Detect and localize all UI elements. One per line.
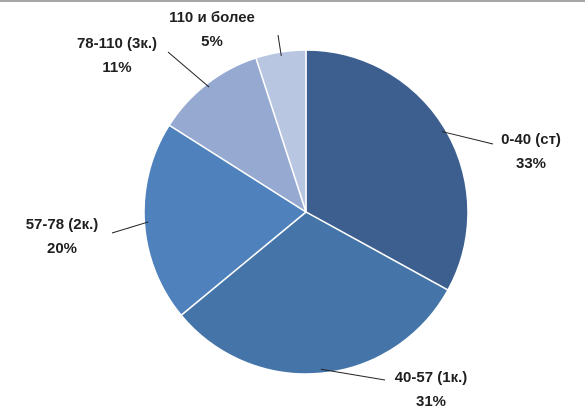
slice-value-label: 11% (102, 59, 131, 76)
slice-value-label: 31% (416, 393, 446, 410)
leader-line (111, 221, 149, 234)
slice-category-label: 78-110 (3к.) (77, 35, 157, 52)
slice-category-label: 0-40 (ст) (501, 131, 561, 148)
pie-slice (305, 49, 469, 292)
pie-slice (143, 124, 308, 317)
slice-category-label: 110 и более (169, 9, 255, 26)
slice-value-label: 5% (201, 33, 223, 50)
leader-line (167, 51, 210, 88)
leader-line (277, 34, 282, 57)
slice-value-label: 33% (516, 155, 546, 172)
slice-value-label: 20% (47, 240, 77, 257)
leader-line (441, 131, 494, 145)
leader-line (320, 368, 386, 381)
pie-slice (180, 211, 449, 375)
slice-category-label: 40-57 (1к.) (395, 369, 468, 386)
slice-category-label: 57-78 (2к.) (26, 216, 99, 233)
pie-slice (168, 56, 308, 214)
